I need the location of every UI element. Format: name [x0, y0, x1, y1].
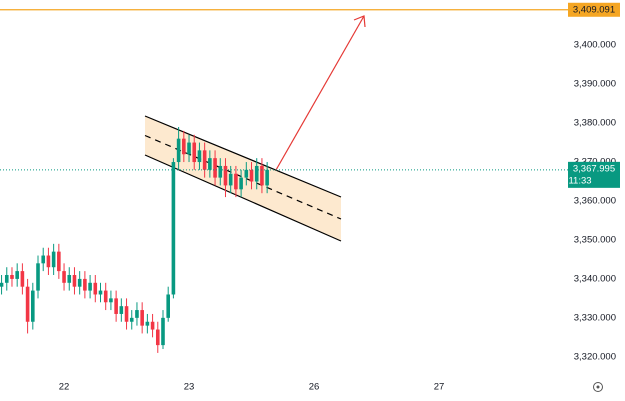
- candle-body: [119, 306, 124, 314]
- candle-body: [10, 275, 14, 279]
- candle-body: [265, 169, 269, 186]
- candle-body: [202, 150, 207, 170]
- candle-body: [155, 329, 160, 346]
- candle-body: [223, 165, 228, 186]
- candle-body: [62, 271, 66, 283]
- candle-body: [88, 282, 92, 291]
- target-label-box: [568, 2, 620, 17]
- channel-upper: [144, 115, 342, 198]
- candle-body: [228, 173, 233, 186]
- candle-body: [176, 138, 181, 163]
- candles: [0, 126, 269, 353]
- candle-body: [15, 271, 19, 279]
- candle-body: [129, 317, 134, 322]
- y-tick-label: 3,400.000: [574, 40, 616, 51]
- y-tick-label: 3,330.000: [574, 312, 616, 323]
- candle-body: [0, 282, 4, 287]
- candle-body: [57, 251, 61, 272]
- candle-body: [254, 165, 259, 182]
- candle-body: [4, 275, 9, 283]
- candle-body: [187, 142, 191, 155]
- candle-body: [51, 251, 56, 268]
- candle-body: [67, 275, 72, 283]
- candle-body: [93, 282, 98, 295]
- last-price-label: 3,367.995: [573, 163, 615, 174]
- candle-body: [244, 169, 249, 178]
- candle-body: [182, 138, 186, 155]
- candle-body: [192, 142, 197, 163]
- x-tick-label: 27: [434, 382, 445, 393]
- candle-body: [218, 165, 223, 178]
- y-tick-label: 3,320.000: [574, 351, 616, 362]
- settings-icon[interactable]: [593, 382, 603, 392]
- candle-body: [239, 177, 243, 190]
- candle-body: [20, 271, 25, 287]
- arrow-head: [353, 15, 366, 28]
- y-tick-label: 3,360.000: [574, 196, 616, 207]
- last-price-box: [568, 161, 620, 188]
- last-price-time: 11:33: [568, 175, 591, 186]
- candle-body: [109, 298, 113, 303]
- y-tick-label: 3,390.000: [574, 79, 616, 90]
- candle-body: [41, 255, 46, 264]
- candle-body: [135, 310, 139, 318]
- x-tick-label: 23: [184, 382, 195, 393]
- candle-body: [72, 275, 77, 287]
- candle-body: [161, 317, 165, 346]
- candle-body: [31, 290, 35, 322]
- candle-body: [197, 150, 202, 163]
- candle-body: [260, 165, 264, 186]
- candle-body: [124, 306, 129, 322]
- candle-body: [249, 169, 254, 182]
- candle-body: [234, 173, 238, 190]
- candle-body: [171, 162, 176, 295]
- candle-body: [83, 278, 87, 291]
- y-tick-label: 3,340.000: [574, 273, 616, 284]
- candle-body: [208, 158, 212, 170]
- candle-body: [25, 286, 30, 322]
- y-tick-label: 3,350.000: [574, 234, 616, 245]
- y-tick-label: 3,380.000: [574, 118, 616, 129]
- candle-body: [114, 298, 118, 314]
- candle-body: [166, 294, 170, 318]
- candle-body: [150, 321, 155, 330]
- candle-body: [103, 290, 108, 303]
- x-tick-label: 26: [309, 382, 320, 393]
- candle-body: [46, 255, 51, 268]
- candle-body: [213, 158, 217, 178]
- candle-body: [145, 321, 150, 326]
- x-tick-label: 22: [59, 382, 70, 393]
- channel-lower: [144, 154, 342, 242]
- candle-body: [98, 290, 103, 295]
- candle-body: [140, 310, 144, 326]
- candle-body: [36, 263, 40, 291]
- settings-icon-dot: [596, 385, 600, 389]
- target-label: 3,409.091: [573, 4, 615, 15]
- candle-body: [77, 278, 82, 287]
- arrow: [275, 15, 365, 171]
